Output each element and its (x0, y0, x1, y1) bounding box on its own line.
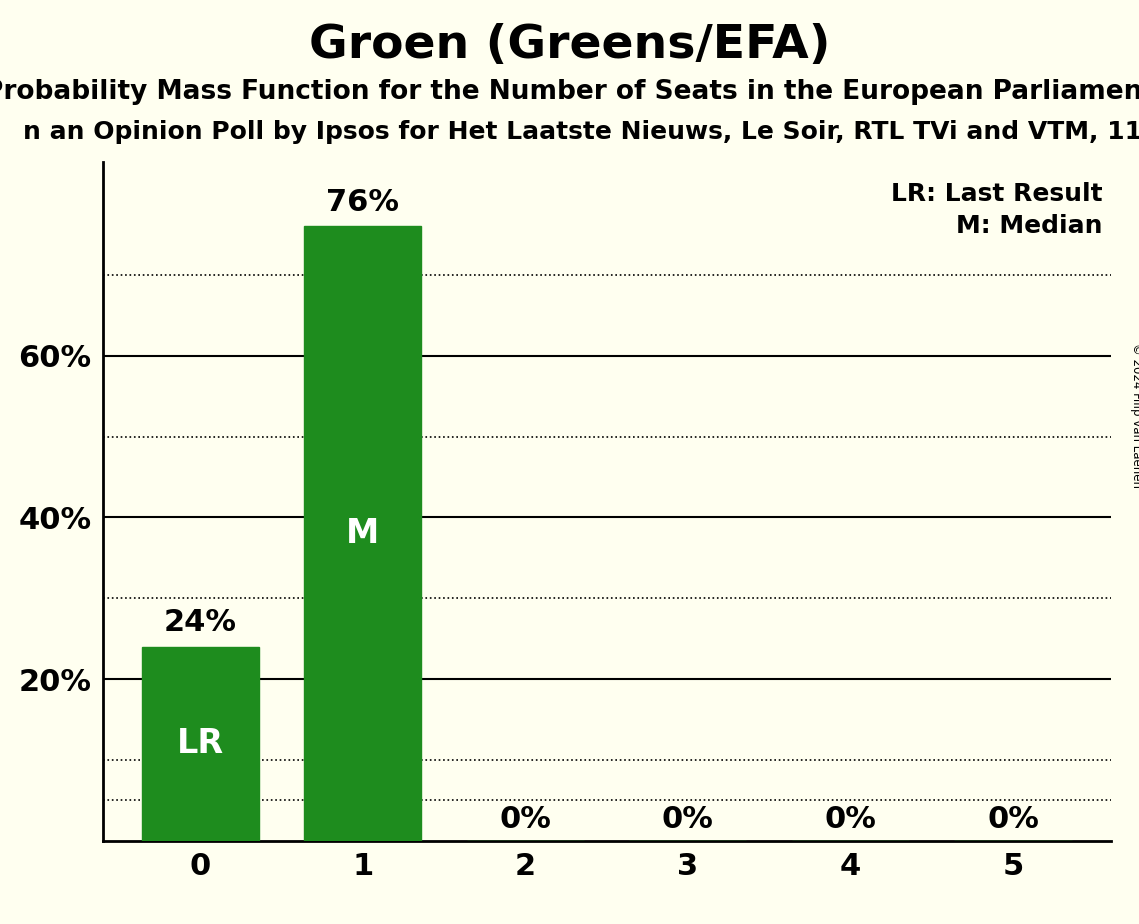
Text: © 2024 Filip van Laenen: © 2024 Filip van Laenen (1130, 344, 1139, 488)
Text: 0%: 0% (988, 806, 1039, 834)
Bar (141, 647, 259, 841)
Bar (304, 226, 421, 841)
Text: 0%: 0% (662, 806, 714, 834)
Text: LR: Last Result: LR: Last Result (891, 182, 1103, 206)
Text: 24%: 24% (164, 608, 237, 638)
Text: Probability Mass Function for the Number of Seats in the European Parliament: Probability Mass Function for the Number… (0, 79, 1139, 104)
Text: 0%: 0% (499, 806, 551, 834)
Text: 76%: 76% (326, 188, 399, 217)
Text: M: Median: M: Median (956, 214, 1103, 238)
Text: Groen (Greens/EFA): Groen (Greens/EFA) (309, 23, 830, 68)
Text: 0%: 0% (825, 806, 876, 834)
Text: LR: LR (177, 727, 223, 760)
Text: n an Opinion Poll by Ipsos for Het Laatste Nieuws, Le Soir, RTL TVi and VTM, 11–: n an Opinion Poll by Ipsos for Het Laats… (23, 120, 1139, 144)
Text: M: M (346, 517, 379, 550)
